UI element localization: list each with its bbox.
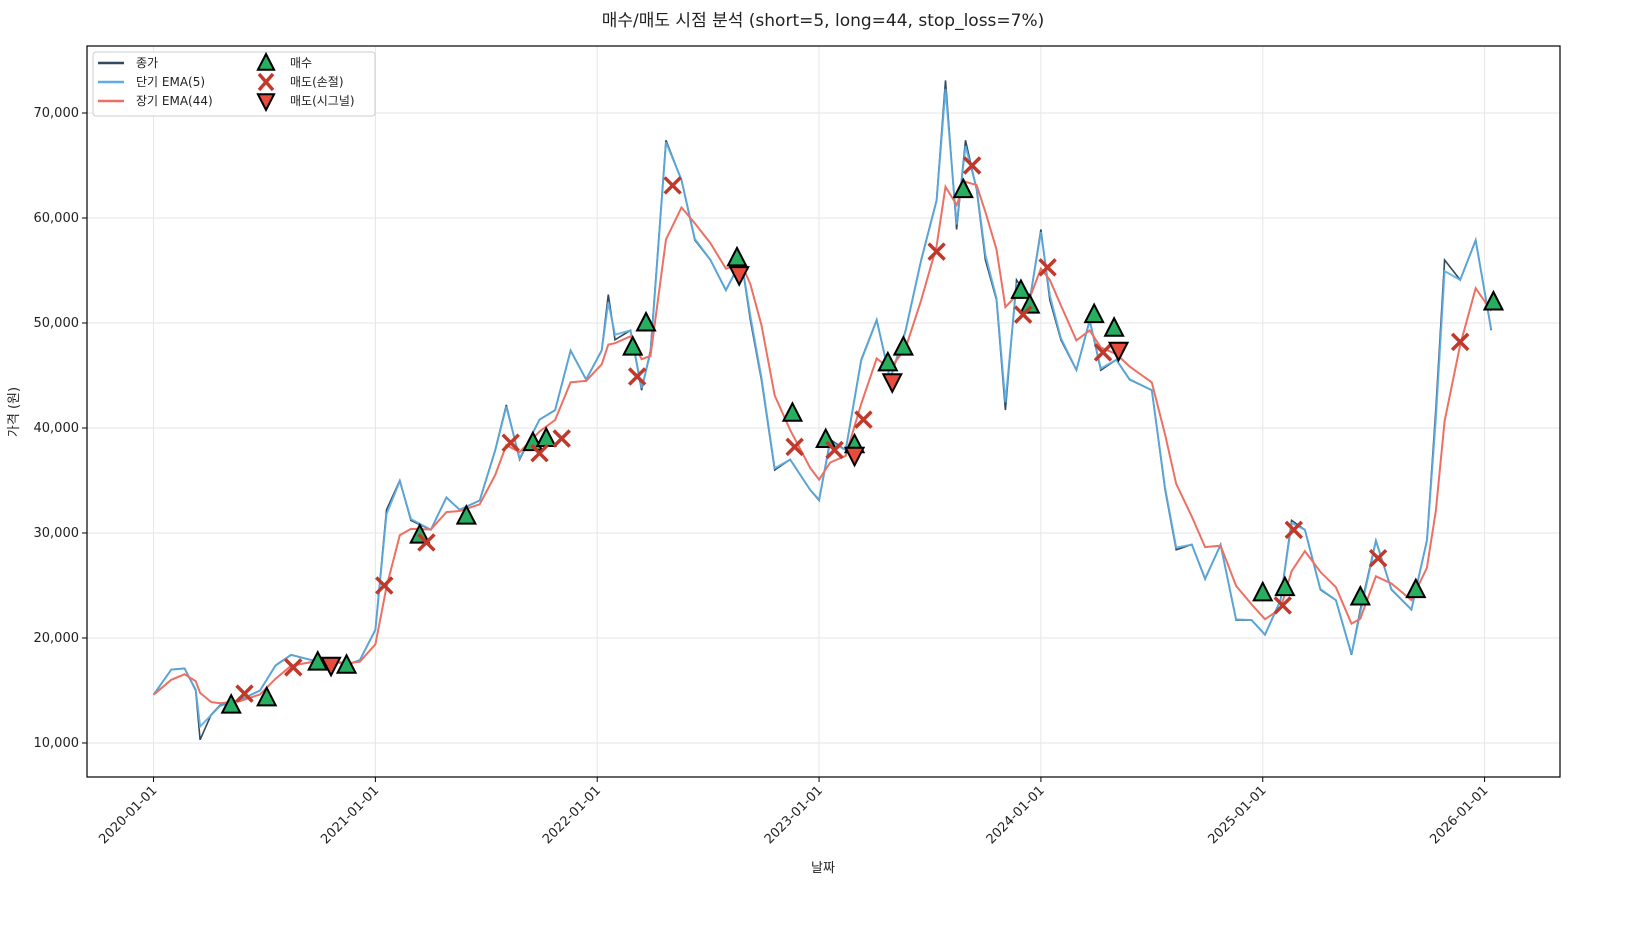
stop-loss-marker [552,429,571,448]
ema-short-line [152,88,1493,729]
y-tick-label: 10,000 [34,736,80,751]
sell-signal-marker [881,373,903,394]
legend-box [92,51,376,117]
legend-label: 장기 EMA(44) [136,94,213,108]
buy-marker [1083,302,1105,324]
plot-frame [86,45,1561,778]
stop-loss-marker [927,242,946,261]
buy-marker [635,310,657,332]
stop-loss-marker [663,176,682,195]
buy-marker [952,177,974,199]
buy-marker [335,653,358,674]
stop-loss-marker [1038,258,1057,277]
stop-loss-marker [530,443,549,463]
y-axis-label: 가격 (원) [7,387,22,437]
ema-long-line [152,180,1493,705]
buy-marker [307,649,329,671]
buy-marker [256,685,278,707]
buy-marker [622,334,644,356]
legend-label: 매수 [290,56,312,70]
legend-label: 단기 EMA(5) [136,75,205,89]
stop-loss-marker [1093,343,1113,362]
buy-marker [1019,292,1041,314]
x-tick-label: 2025-01-01 [1206,783,1270,847]
stop-loss-marker [854,410,873,429]
stop-loss-marker [417,533,436,552]
stop-loss-marker [825,440,844,460]
sell-signal-marker [1107,341,1130,363]
x-tick-label: 2024-01-01 [984,783,1048,847]
legend-swatch [256,93,276,113]
close-line [152,80,1492,741]
x-tick-label: 2020-01-01 [96,783,160,847]
buy-marker [1274,575,1296,597]
stop-loss-marker [1284,520,1304,540]
stop-loss-marker [1450,332,1470,352]
legend-label: 종가 [136,56,158,70]
buy-marker [1405,577,1427,599]
y-tick-label: 70,000 [34,106,80,121]
stop-loss-marker [962,156,982,175]
buy-marker [455,503,477,525]
y-tick-label: 30,000 [34,526,80,541]
stop-loss-marker [1368,548,1388,568]
buy-marker [1482,289,1505,311]
y-tick-label: 60,000 [34,211,80,226]
buy-marker [1349,584,1371,606]
legend-label: 매도(손절) [290,75,344,89]
stop-loss-marker [1013,305,1033,324]
y-tick-label: 50,000 [34,316,80,331]
x-tick-label: 2023-01-01 [762,783,826,847]
stop-loss-marker [785,437,804,457]
chart-title: 매수/매도 시점 분석 (short=5, long=44, stop_loss… [602,11,1045,31]
sell-signal-marker [728,266,750,287]
buy-marker [877,350,899,372]
y-tick-label: 20,000 [34,631,80,646]
stop-loss-marker [627,367,647,386]
series-lines [152,80,1493,741]
stop-loss-marker [1273,596,1292,615]
stop-loss-marker [235,684,254,703]
buy-marker [220,692,242,714]
buy-marker [815,427,837,449]
sell-signal-marker [843,446,866,468]
stop-loss-marker [284,658,303,677]
buy-marker [781,401,804,422]
stop-loss-marker [375,576,394,595]
stop-loss-marker [501,433,520,452]
buy-marker [892,334,914,356]
x-axis: 2020-01-01 2021-01-01 2022-01-01 2023-01-01… [96,777,1491,847]
buy-marker [726,245,748,267]
grid [87,46,1560,777]
legend-swatch [257,72,275,92]
buy-marker [1103,316,1125,337]
sell-signal-marker [320,656,342,678]
y-tick-label: 40,000 [34,421,80,436]
legend-swatch [256,51,276,71]
x-tick-label: 2026-01-01 [1427,783,1491,847]
signal-markers [220,156,1505,714]
x-axis-label: 날짜 [811,861,835,876]
y-axis: 10,000 20,000 30,000 40,000 50,000 60,000 70,0… [34,106,87,751]
buy-marker [1252,580,1274,602]
buy-marker [1010,278,1032,299]
x-tick-label: 2022-01-01 [540,783,604,847]
legend-label: 매도(시그널) [290,94,355,108]
x-tick-label: 2021-01-01 [318,783,382,847]
